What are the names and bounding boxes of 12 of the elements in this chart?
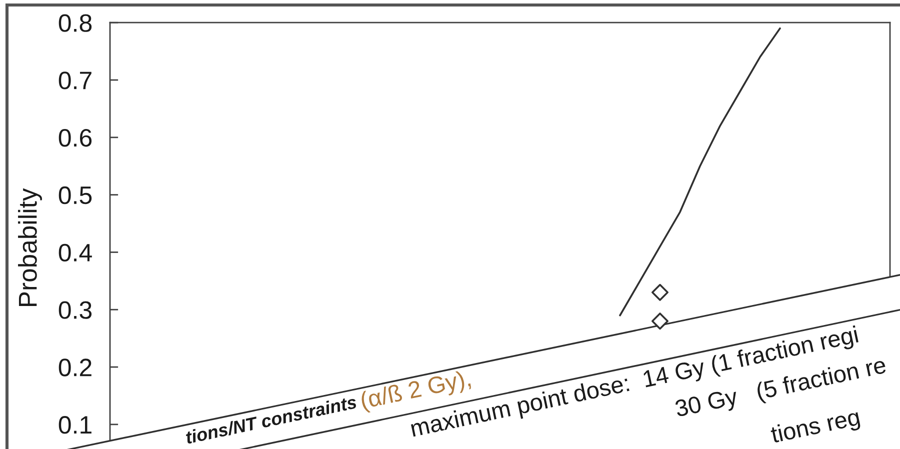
y-axis-title: Probability bbox=[18, 188, 42, 306]
y-tick-label: 0.8 bbox=[58, 14, 92, 32]
annotation: tions reg bbox=[770, 408, 862, 448]
annotation: tions/NT constraints bbox=[185, 395, 358, 444]
y-tick-label: 0.6 bbox=[58, 129, 92, 147]
y-tick-label: 0.5 bbox=[58, 186, 92, 204]
y-tick-label: 0.1 bbox=[58, 416, 92, 434]
y-tick-label: 0.7 bbox=[58, 72, 92, 90]
y-tick-label: 0.3 bbox=[58, 301, 92, 319]
y-tick-label: 0.4 bbox=[58, 244, 92, 262]
y-tick-label: 0.2 bbox=[58, 358, 92, 376]
line-series bbox=[619, 27, 781, 316]
